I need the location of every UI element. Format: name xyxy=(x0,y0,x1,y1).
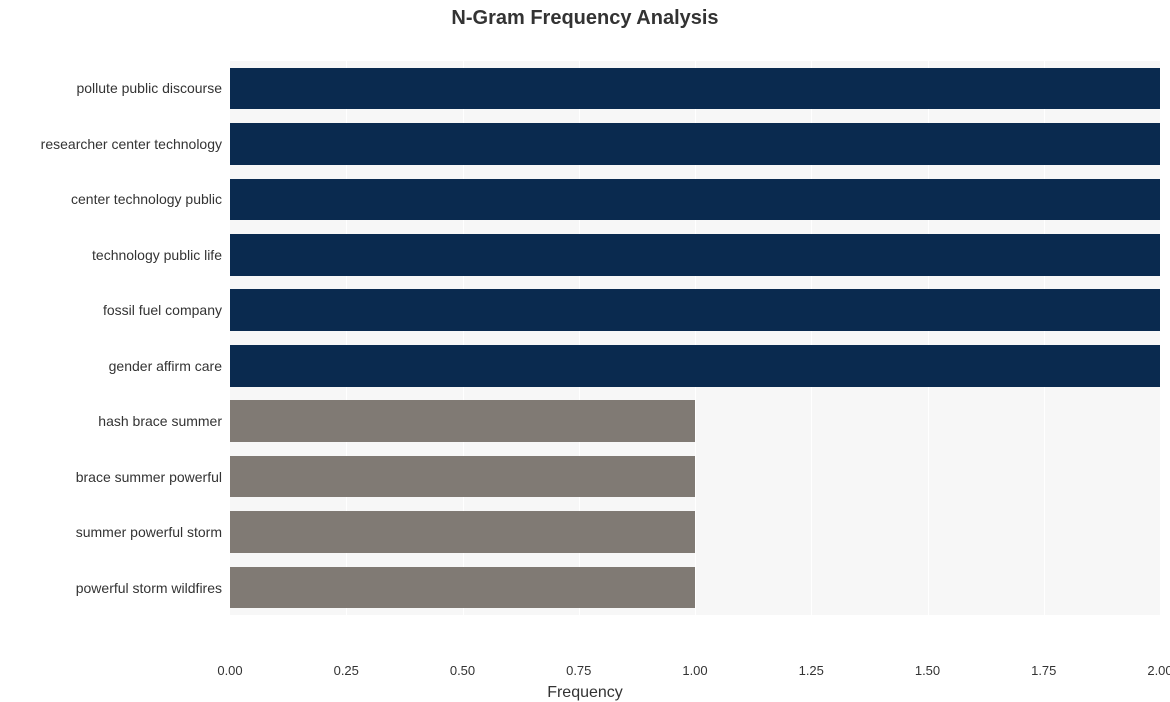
y-tick-label: pollute public discourse xyxy=(0,80,222,96)
x-tick-label: 1.50 xyxy=(915,663,940,678)
x-tick-label: 2.00 xyxy=(1147,663,1170,678)
gridline xyxy=(1160,33,1161,643)
bar xyxy=(230,511,695,553)
y-tick-label: summer powerful storm xyxy=(0,524,222,540)
x-tick-label: 0.00 xyxy=(217,663,242,678)
x-axis-label: Frequency xyxy=(0,684,1170,702)
y-tick-label: researcher center technology xyxy=(0,136,222,152)
y-tick-label: hash brace summer xyxy=(0,413,222,429)
bar xyxy=(230,289,1160,331)
x-tick-label: 0.25 xyxy=(334,663,359,678)
x-tick-label: 0.75 xyxy=(566,663,591,678)
y-tick-label: fossil fuel company xyxy=(0,302,222,318)
plot-area xyxy=(230,33,1160,643)
y-tick-label: gender affirm care xyxy=(0,358,222,374)
ngram-chart: N-Gram Frequency Analysis Frequency 0.00… xyxy=(0,0,1170,701)
bar xyxy=(230,68,1160,110)
x-tick-label: 0.50 xyxy=(450,663,475,678)
bar xyxy=(230,179,1160,221)
y-tick-label: powerful storm wildfires xyxy=(0,580,222,596)
bar xyxy=(230,567,695,609)
bar xyxy=(230,456,695,498)
bar xyxy=(230,345,1160,387)
bar xyxy=(230,234,1160,276)
x-tick-label: 1.00 xyxy=(682,663,707,678)
bar xyxy=(230,123,1160,165)
x-tick-label: 1.75 xyxy=(1031,663,1056,678)
y-tick-label: brace summer powerful xyxy=(0,469,222,485)
y-tick-label: technology public life xyxy=(0,247,222,263)
chart-title: N-Gram Frequency Analysis xyxy=(0,7,1170,30)
y-tick-label: center technology public xyxy=(0,191,222,207)
x-tick-label: 1.25 xyxy=(799,663,824,678)
bar xyxy=(230,400,695,442)
